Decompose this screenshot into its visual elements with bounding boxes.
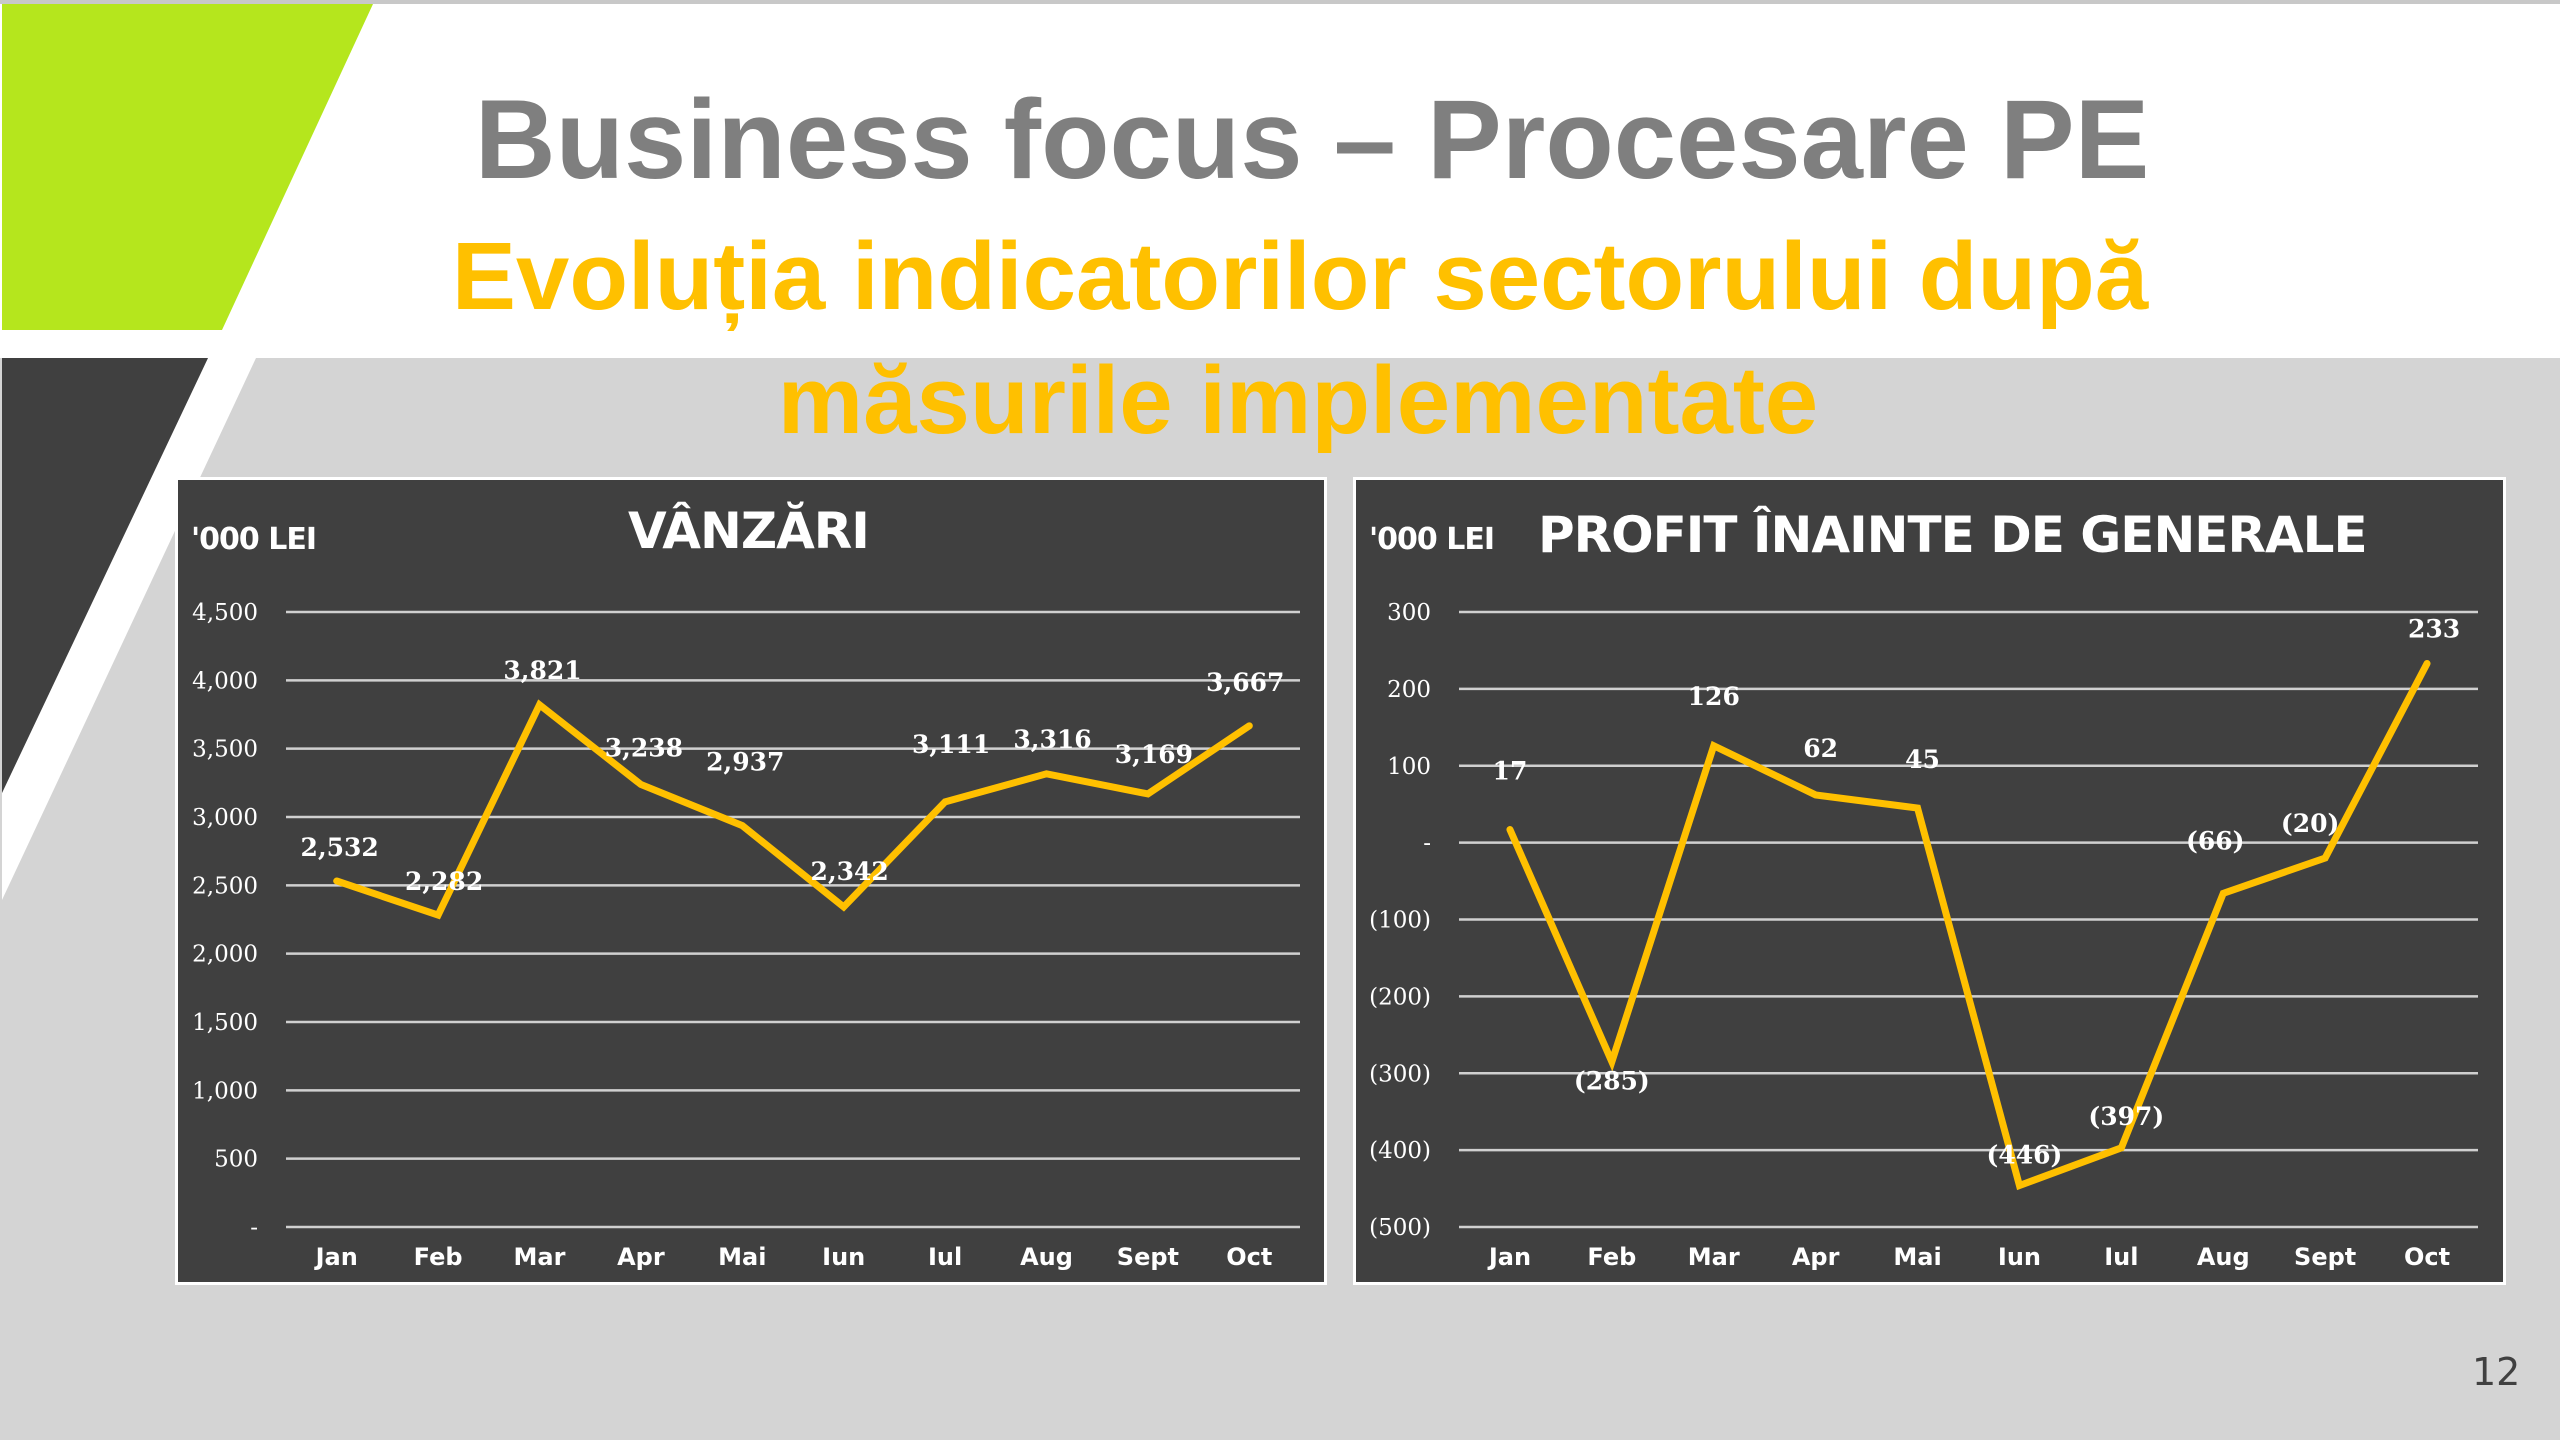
data-label: 3,169 — [1115, 740, 1193, 769]
x-tick-label: Mar — [1688, 1243, 1740, 1271]
y-tick-label: 200 — [1387, 677, 1431, 703]
data-label: (446) — [1987, 1140, 2063, 1169]
profit-chart: (500) (400) (300) (200) (100) - 100 200 300 Jan Fe… — [1353, 477, 2506, 1285]
top-border — [0, 0, 2560, 4]
y-tick-label: 3,500 — [192, 737, 258, 763]
data-label: 3,316 — [1013, 725, 1091, 754]
data-label: 3,111 — [912, 730, 990, 759]
profit-chart-title: PROFIT ÎNAINTE DE GENERALE — [1538, 506, 2368, 564]
green-parallelogram — [2, 4, 373, 330]
y-tick-label: (200) — [1369, 984, 1431, 1010]
data-label: 3,821 — [503, 656, 581, 685]
data-label: 3,238 — [605, 733, 683, 762]
y-tick-label: 4,500 — [192, 600, 258, 626]
header-band — [0, 4, 2560, 358]
x-tick-label: Mar — [514, 1243, 566, 1271]
y-tick-label: 2,000 — [192, 942, 258, 968]
sales-chart-plot: - 500 1,000 1,500 2,000 2,500 3,000 3,500 4,000 4… — [192, 600, 1300, 1271]
sales-unit-label: '000 LEI — [191, 522, 317, 557]
y-tick-label: 300 — [1387, 600, 1431, 626]
data-label: 2,937 — [706, 748, 784, 777]
y-tick-label: 1,000 — [192, 1078, 258, 1104]
x-tick-label: Oct — [2404, 1243, 2450, 1271]
x-tick-label: Jan — [314, 1243, 358, 1271]
data-line — [1506, 660, 2431, 1191]
x-tick-label: Apr — [617, 1243, 665, 1271]
x-tick-label: Mai — [718, 1243, 766, 1271]
profit-chart-plot: (500) (400) (300) (200) (100) - 100 200 300 Jan Fe… — [1369, 600, 2478, 1271]
data-label: 2,532 — [301, 833, 379, 862]
x-tick-label: Sept — [1117, 1243, 1179, 1271]
page-number: 12 — [2472, 1350, 2521, 1394]
y-tick-label: (100) — [1369, 908, 1431, 934]
x-tick-label: Jan — [1487, 1243, 1531, 1271]
y-tick-label: 3,000 — [192, 805, 258, 831]
dark-triangle — [2, 358, 208, 793]
x-tick-label: Mai — [1893, 1243, 1941, 1271]
x-tick-label: Iul — [928, 1243, 962, 1271]
data-label: 45 — [1905, 745, 1940, 774]
y-tick-label: - — [1423, 831, 1431, 857]
x-tick-label: Iun — [1998, 1243, 2041, 1271]
y-tick-label: 1,500 — [192, 1010, 258, 1036]
data-label: 17 — [1493, 757, 1528, 786]
x-tick-label: Sept — [2294, 1243, 2356, 1271]
slide-subtitle: Evoluția indicatorilor sectorului după m… — [0, 215, 2560, 463]
x-tick-label: Iun — [822, 1243, 865, 1271]
data-label: (397) — [2088, 1102, 2164, 1131]
slide-title: Business focus – Procesare PE — [474, 77, 2150, 202]
data-label: 2,342 — [811, 857, 889, 886]
x-tick-label: Iul — [2104, 1243, 2138, 1271]
y-tick-label: (500) — [1369, 1215, 1431, 1241]
x-tick-label: Oct — [1226, 1243, 1272, 1271]
data-label: (20) — [2281, 809, 2339, 838]
y-tick-label: (300) — [1369, 1061, 1431, 1087]
profit-unit-label: '000 LEI — [1369, 522, 1495, 557]
data-label: 2,282 — [405, 867, 483, 896]
x-tick-label: Aug — [1020, 1243, 1073, 1271]
y-tick-label: (400) — [1369, 1138, 1431, 1164]
subtitle-line-2: măsurile implementate — [777, 347, 1819, 454]
data-label: (66) — [2186, 826, 2244, 855]
data-label: 233 — [2408, 615, 2460, 644]
data-label: 126 — [1688, 682, 1740, 711]
x-tick-label: Feb — [414, 1243, 463, 1271]
data-label: 62 — [1803, 734, 1838, 763]
sales-chart-title: VÂNZĂRI — [628, 502, 870, 560]
x-tick-label: Aug — [2197, 1243, 2250, 1271]
x-tick-label: Apr — [1792, 1243, 1840, 1271]
data-line — [333, 699, 1253, 920]
y-tick-label: 500 — [214, 1147, 258, 1173]
data-label: (285) — [1574, 1067, 1650, 1096]
y-tick-label: - — [250, 1215, 258, 1241]
y-tick-label: 4,000 — [192, 668, 258, 694]
subtitle-line-1: Evoluția indicatorilor sectorului după — [451, 223, 2149, 330]
y-tick-label: 2,500 — [192, 873, 258, 899]
y-tick-label: 100 — [1387, 754, 1431, 780]
sales-chart: - 500 1,000 1,500 2,000 2,500 3,000 3,500 4,000 4… — [175, 477, 1327, 1285]
data-label: 3,667 — [1206, 668, 1284, 697]
x-tick-label: Feb — [1587, 1243, 1636, 1271]
